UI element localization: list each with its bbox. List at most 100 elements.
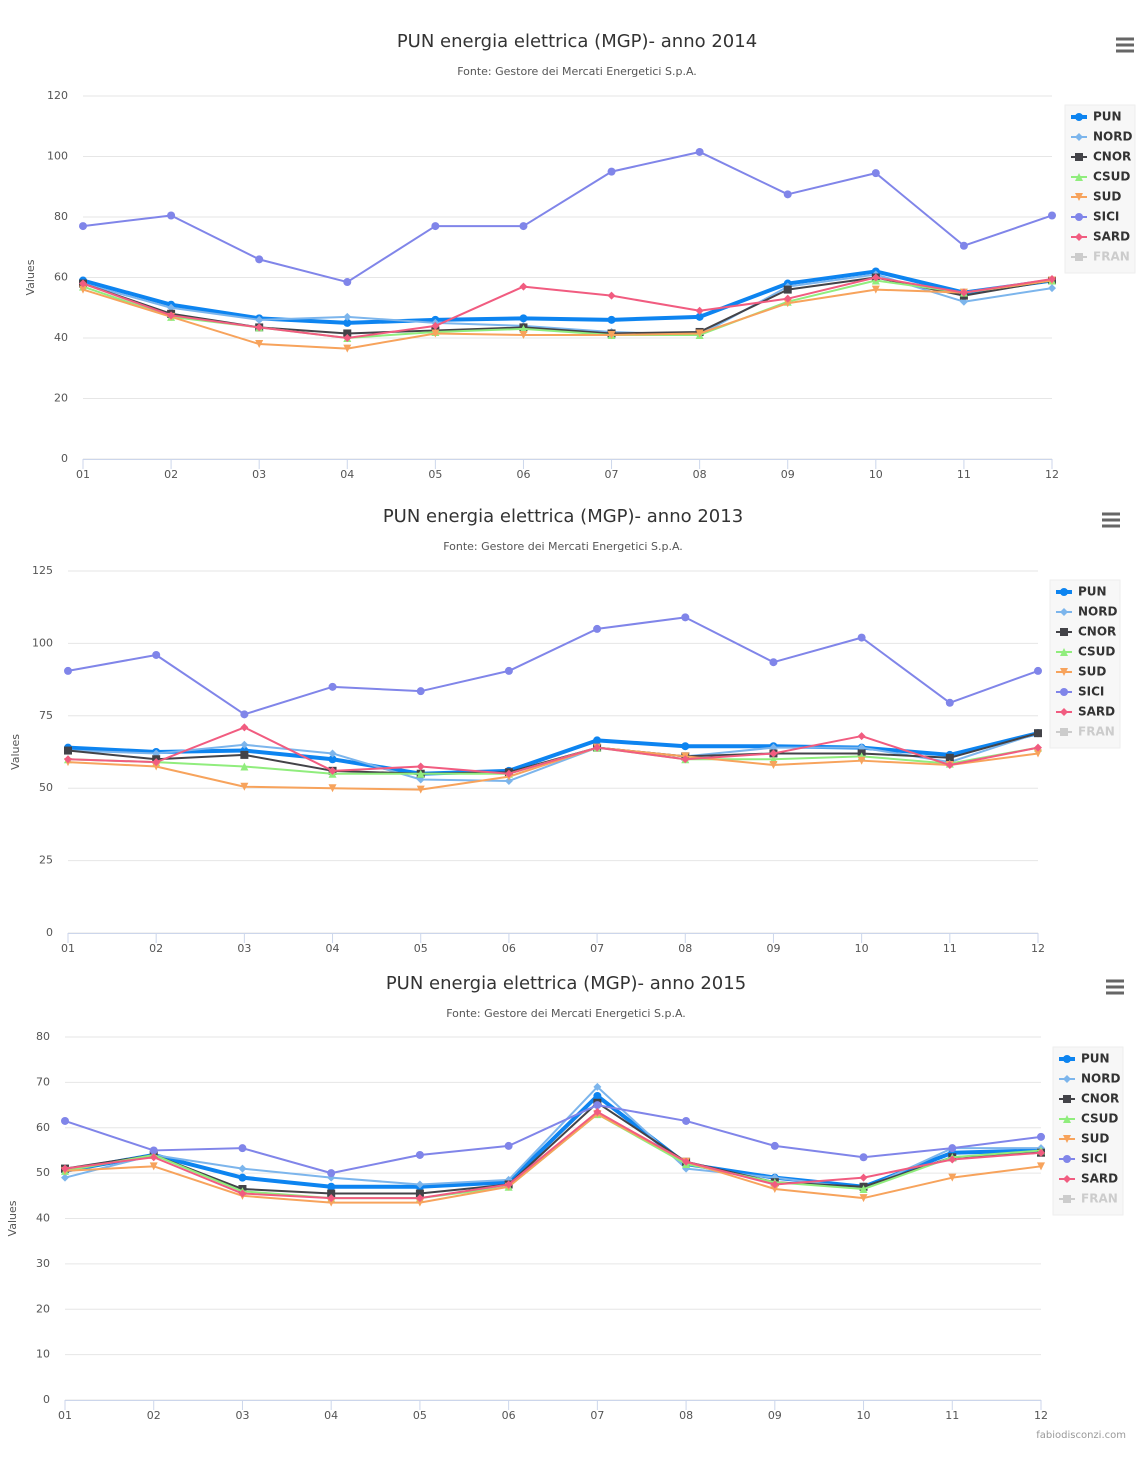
legend-label: SICI xyxy=(1078,685,1104,699)
legend-label: SARD xyxy=(1093,230,1130,244)
legend-item[interactable]: SUD xyxy=(1059,1132,1109,1146)
legend-box xyxy=(1049,579,1121,749)
data-point xyxy=(343,312,352,321)
legend-item[interactable]: NORD xyxy=(1059,1072,1120,1086)
legend-item[interactable]: PUN xyxy=(1059,1052,1110,1066)
legend-label: SUD xyxy=(1078,665,1106,679)
data-point xyxy=(857,732,866,741)
legend-item[interactable]: FRAN xyxy=(1056,725,1115,739)
menu-button[interactable] xyxy=(1116,37,1134,53)
legend-item[interactable]: CSUD xyxy=(1056,645,1115,659)
data-point xyxy=(607,330,616,339)
x-tick-label: 02 xyxy=(147,1409,161,1422)
y-tick-label: 0 xyxy=(43,1393,50,1406)
data-point xyxy=(695,306,704,315)
data-point xyxy=(431,222,440,231)
data-point xyxy=(255,255,264,264)
chart-title: PUN energia elettrica (MGP)- anno 2013 xyxy=(383,506,743,527)
data-point xyxy=(149,1146,158,1155)
legend-label: NORD xyxy=(1081,1072,1120,1086)
legend-symbol xyxy=(1060,708,1068,716)
x-tick-label: 06 xyxy=(502,942,516,955)
legend-symbol xyxy=(1063,1115,1071,1123)
data-point xyxy=(948,1173,957,1182)
x-tick-label: 03 xyxy=(235,1409,249,1422)
series-line xyxy=(64,1101,1042,1195)
legend-item[interactable]: CNOR xyxy=(1071,150,1131,164)
legend-label: PUN xyxy=(1081,1052,1110,1066)
data-point xyxy=(607,167,616,176)
legend-item[interactable]: FRAN xyxy=(1059,1192,1118,1206)
legend-box xyxy=(1052,1046,1124,1216)
data-point xyxy=(238,1173,247,1182)
data-point xyxy=(769,761,778,770)
legend-item[interactable]: SICI xyxy=(1059,1152,1107,1166)
x-tick-label: 12 xyxy=(1045,468,1059,481)
legend-label: FRAN xyxy=(1093,250,1130,264)
data-point xyxy=(167,211,176,220)
legend-item[interactable]: NORD xyxy=(1056,605,1117,619)
data-point xyxy=(167,303,176,312)
data-point xyxy=(593,1091,602,1100)
y-tick-label: 25 xyxy=(39,854,53,867)
data-point xyxy=(255,340,264,349)
data-point xyxy=(607,315,616,324)
data-point xyxy=(945,753,954,762)
legend-item[interactable]: SUD xyxy=(1071,190,1121,204)
y-tick-label: 60 xyxy=(54,271,68,284)
legend-item[interactable]: FRAN xyxy=(1071,250,1130,264)
data-point xyxy=(519,282,528,291)
data-point xyxy=(343,318,352,327)
legend-item[interactable]: SARD xyxy=(1071,230,1130,244)
x-tick-label: 07 xyxy=(590,1409,604,1422)
data-point xyxy=(769,658,778,667)
x-tick-label: 05 xyxy=(428,468,442,481)
data-point xyxy=(64,755,72,764)
data-point xyxy=(1048,211,1056,220)
data-point xyxy=(416,762,425,771)
legend-label: FRAN xyxy=(1078,725,1115,739)
data-point xyxy=(593,624,602,633)
data-point xyxy=(343,278,352,287)
series-line xyxy=(82,279,1053,350)
legend-item[interactable]: CSUD xyxy=(1071,170,1130,184)
x-tick-label: 07 xyxy=(590,942,604,955)
legend-symbol xyxy=(1075,153,1083,161)
legend-item[interactable]: NORD xyxy=(1071,130,1132,144)
legend-item[interactable]: CNOR xyxy=(1059,1092,1119,1106)
legend-item[interactable]: PUN xyxy=(1056,585,1107,599)
data-point xyxy=(859,1185,868,1194)
y-tick-label: 100 xyxy=(47,150,68,163)
legend-label: FRAN xyxy=(1081,1192,1118,1206)
x-tick-label: 08 xyxy=(678,942,692,955)
data-point xyxy=(255,315,264,324)
legend-item[interactable]: SARD xyxy=(1056,705,1115,719)
data-point xyxy=(152,758,161,767)
x-tick-label: 11 xyxy=(957,468,971,481)
y-tick-label: 0 xyxy=(61,452,68,465)
data-point xyxy=(859,1194,868,1203)
legend-item[interactable]: SICI xyxy=(1071,210,1119,224)
data-point xyxy=(240,740,249,749)
legend-label: SARD xyxy=(1081,1172,1118,1186)
menu-icon-line xyxy=(1106,979,1124,983)
data-point xyxy=(149,1153,158,1162)
data-point xyxy=(64,746,72,755)
legend-item[interactable]: SARD xyxy=(1059,1172,1118,1186)
menu-button[interactable] xyxy=(1102,512,1120,528)
x-tick-label: 09 xyxy=(781,468,795,481)
data-point xyxy=(859,1173,868,1182)
data-point xyxy=(770,1185,779,1194)
legend-label: CNOR xyxy=(1081,1092,1119,1106)
chart-title: PUN energia elettrica (MGP)- anno 2015 xyxy=(386,973,746,994)
menu-icon-line xyxy=(1106,991,1124,995)
legend-item[interactable]: SUD xyxy=(1056,665,1106,679)
legend-item[interactable]: CNOR xyxy=(1056,625,1116,639)
data-point xyxy=(431,329,440,338)
menu-button[interactable] xyxy=(1106,979,1124,995)
legend-item[interactable]: SICI xyxy=(1056,685,1104,699)
y-tick-label: 20 xyxy=(36,1302,50,1315)
legend-item[interactable]: CSUD xyxy=(1059,1112,1118,1126)
legend-item[interactable]: PUN xyxy=(1071,110,1122,124)
